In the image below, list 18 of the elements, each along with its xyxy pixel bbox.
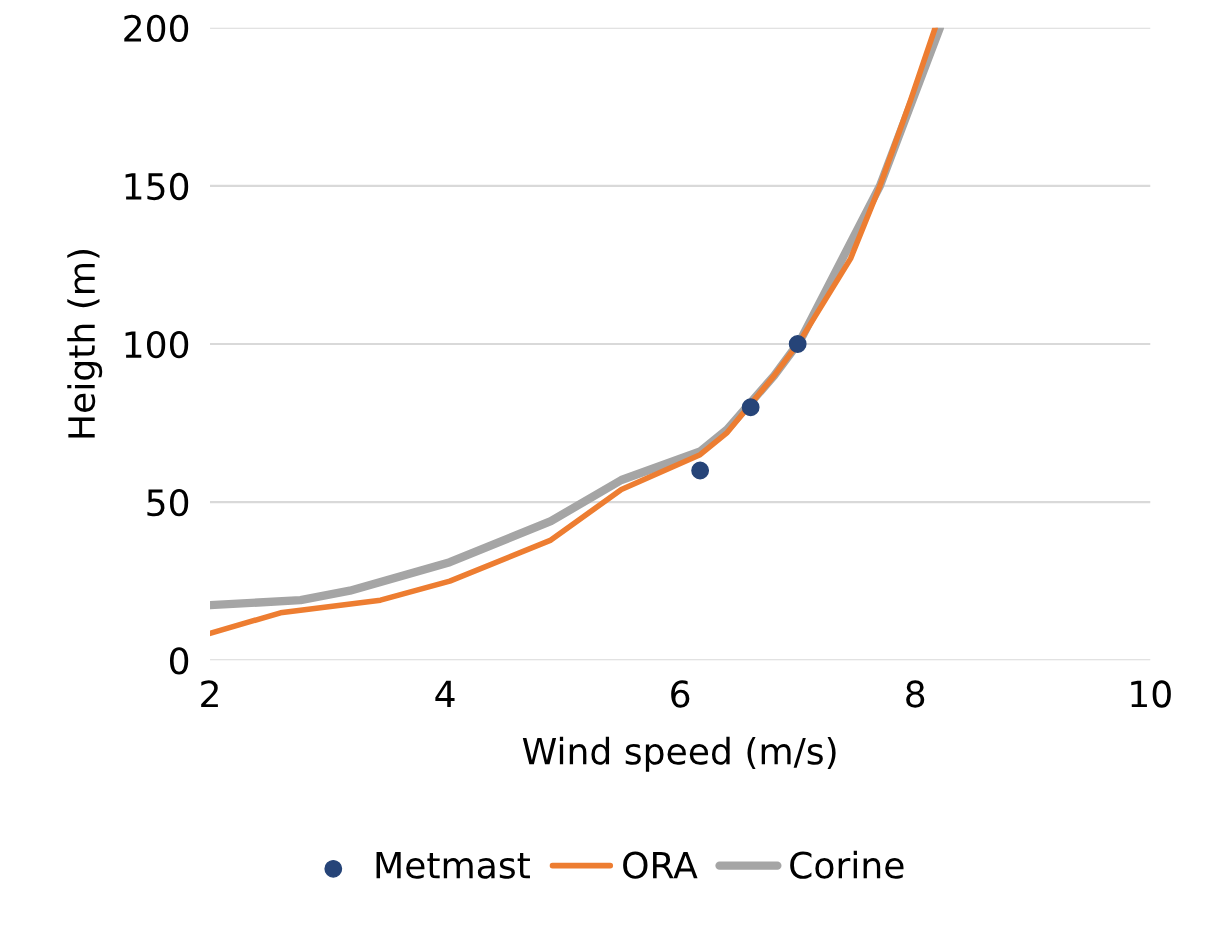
y-tick-label: 100 — [125, 330, 189, 359]
legend-label: Metmast — [376, 851, 530, 879]
point — [741, 398, 760, 417]
x-tick-label: 10 — [1131, 680, 1171, 708]
y-tick-label: 150 — [125, 172, 189, 201]
legend-label: ORA — [623, 851, 698, 879]
x-axis-title: Wind speed (m/s) — [522, 736, 836, 772]
y-tick-label: 200 — [124, 14, 189, 43]
y-axis-title: Heigth (m) — [67, 250, 103, 438]
point — [691, 461, 710, 480]
x-tick-label: 6 — [671, 680, 690, 708]
x-tick-label: 4 — [435, 680, 455, 708]
x-tick-label: 8 — [906, 680, 925, 708]
x-tick-label: 2 — [201, 680, 218, 708]
point — [788, 335, 807, 353]
y-tick-label: 0 — [169, 647, 189, 675]
y-tick-label: 50 — [147, 489, 189, 517]
legend-label: Corine — [790, 850, 904, 879]
